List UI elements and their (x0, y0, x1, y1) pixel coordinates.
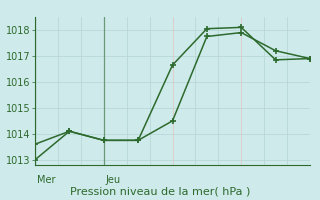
Text: Pression niveau de la mer( hPa ): Pression niveau de la mer( hPa ) (70, 186, 250, 196)
Text: Mer: Mer (36, 175, 55, 185)
Text: Jeu: Jeu (105, 175, 120, 185)
